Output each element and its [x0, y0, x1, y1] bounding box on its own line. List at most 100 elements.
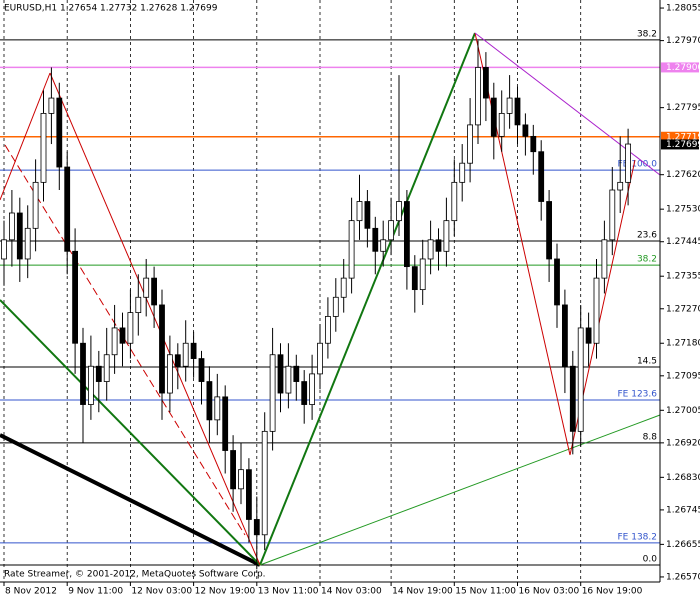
- candle-body: [356, 201, 363, 222]
- candle-body: [198, 358, 205, 382]
- chart-title: EURUSD,H1 1.27654 1.27732 1.27628 1.2769…: [4, 4, 218, 14]
- x-tick-label: 8 Nov 2012: [5, 587, 57, 597]
- candle-body: [80, 342, 86, 405]
- y-tick-label: 1.27445: [666, 237, 700, 247]
- candle-body: [32, 181, 39, 229]
- candle-body: [546, 201, 552, 260]
- candle-body: [514, 97, 521, 126]
- candle-body: [475, 67, 481, 126]
- y-tick-label: 1.26920: [666, 438, 700, 448]
- y-tick-label: 1.27795: [666, 103, 700, 113]
- level-label: FE 100.0: [618, 160, 658, 170]
- candle-body: [380, 239, 387, 252]
- candle-body: [16, 212, 23, 260]
- trend-line: [49, 72, 261, 566]
- y-tick-label: 1.26570: [666, 572, 700, 582]
- trend-line: [259, 414, 661, 566]
- candle-body: [625, 143, 631, 183]
- candle-body: [103, 354, 110, 382]
- candle-body: [64, 166, 71, 252]
- candle-body: [293, 365, 300, 382]
- candle-body: [309, 373, 316, 405]
- candle-body: [490, 97, 497, 137]
- candle-body: [522, 124, 529, 137]
- candle-body: [562, 304, 568, 367]
- candle-body: [585, 327, 592, 344]
- candle-body: [593, 277, 600, 344]
- candle-body: [403, 201, 410, 268]
- candle-body: [332, 296, 339, 317]
- y-tick-label: 1.26830: [666, 473, 700, 483]
- candle-body: [601, 239, 608, 279]
- x-tick-label: 15 Nov 11:00: [455, 587, 516, 597]
- levels: 38.2 FE 100.0 23.6 38.2 14.5 FE 123.6 8.8 FE 13…: [0, 29, 660, 566]
- trend-line: [0, 72, 51, 201]
- candle-body: [214, 396, 221, 421]
- candle-body: [24, 227, 31, 260]
- candle-body: [530, 135, 537, 153]
- candle-body: [135, 296, 142, 314]
- candle-body: [56, 97, 63, 168]
- candle-body: [222, 396, 229, 451]
- candle-body: [95, 365, 102, 382]
- candle-body: [372, 227, 379, 252]
- candle-body: [538, 151, 545, 202]
- price-tag-label: 1.27900: [666, 63, 700, 73]
- candle-body: [459, 162, 466, 183]
- candle-body: [498, 112, 505, 137]
- level-label: 8.8: [643, 432, 658, 442]
- candle-body: [206, 381, 213, 421]
- candle-body: [182, 342, 189, 367]
- price-tag: [661, 139, 699, 150]
- trend-lines: [0, 32, 661, 567]
- price-tag-label: 1.27719: [666, 132, 700, 142]
- candle-body: [72, 250, 78, 344]
- candle-body: [396, 201, 402, 222]
- trend-line: [259, 32, 476, 566]
- candle-body: [127, 312, 134, 344]
- candle-body: [1, 239, 7, 260]
- candles: [1, 40, 631, 570]
- candle-body: [324, 316, 331, 344]
- level-label: 14.5: [637, 357, 657, 367]
- candle-body: [301, 381, 308, 405]
- candle-body: [569, 365, 576, 432]
- candle-body: [190, 342, 197, 359]
- footer: Rate Streamer, © 2001-2012, MetaQuotes S…: [4, 570, 266, 580]
- level-label: 38.2: [637, 29, 657, 39]
- candle-body: [388, 220, 395, 241]
- candle-body: [230, 450, 237, 490]
- y-tick-label: 1.27620: [666, 170, 700, 180]
- candle-body: [340, 277, 347, 298]
- candle-body: [40, 112, 47, 183]
- candle-body: [317, 342, 323, 375]
- candle-body: [435, 239, 442, 252]
- candle-body: [506, 97, 513, 114]
- level-label: 23.6: [637, 230, 657, 240]
- price-tag: [661, 131, 699, 142]
- price-tag: [661, 62, 699, 73]
- candle-body: [467, 124, 474, 164]
- x-tick-label: 12 Nov 03:00: [131, 587, 192, 597]
- candle-body: [88, 365, 94, 405]
- candle-body: [245, 469, 252, 520]
- trend-line: [0, 433, 261, 567]
- y-tick-label: 1.27180: [666, 339, 700, 349]
- candle-body: [143, 277, 150, 298]
- candle-body: [277, 354, 284, 394]
- y-tick-label: 1.27270: [666, 304, 700, 314]
- x-tick-label: 12 Nov 19:00: [195, 587, 256, 597]
- candle-body: [166, 354, 173, 394]
- candle-body: [269, 354, 276, 432]
- candle-body: [238, 469, 244, 490]
- y-tick-label: 1.27530: [666, 205, 700, 215]
- trend-line: [474, 32, 571, 456]
- candle-body: [617, 181, 624, 191]
- x-tick-label: 16 Nov 03:00: [519, 587, 580, 597]
- y-tick-label: 1.27095: [666, 371, 700, 381]
- y-tick-label: 1.27355: [666, 272, 700, 282]
- candle-body: [427, 239, 434, 260]
- candle-body: [348, 220, 355, 279]
